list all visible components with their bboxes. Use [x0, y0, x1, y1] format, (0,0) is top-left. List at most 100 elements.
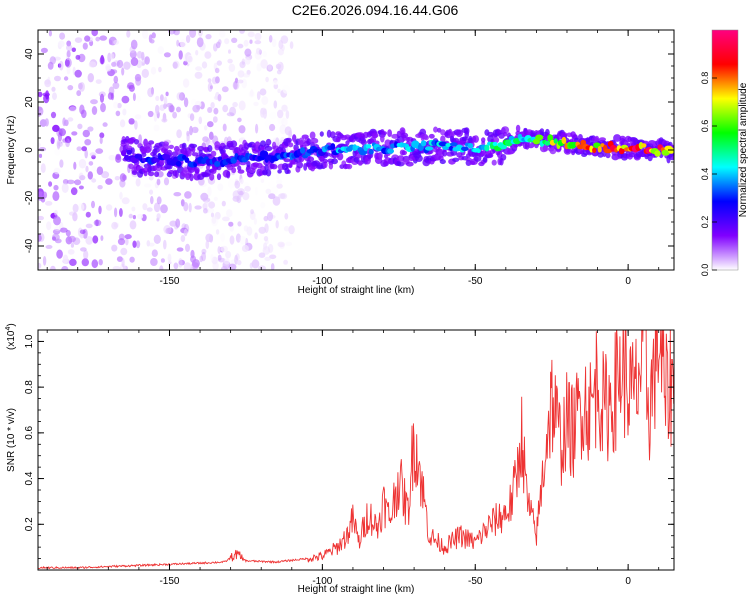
heatmap-cell	[88, 61, 97, 68]
heatmap-cell	[273, 100, 278, 109]
heatmap-cell	[169, 105, 175, 113]
x-tick-label: -50	[468, 576, 483, 587]
heatmap-cell	[237, 165, 242, 171]
heatmap-cell	[153, 124, 160, 132]
heatmap-cell	[153, 148, 161, 153]
heatmap-cell	[276, 172, 280, 180]
heatmap-cell	[208, 201, 216, 209]
heatmap-cell	[310, 137, 319, 144]
heatmap-cell	[279, 124, 287, 135]
colorbar-ticks: 0.0 0.2 0.4 0.6 0.8	[700, 72, 717, 276]
heatmap-cell	[53, 56, 61, 61]
heatmap-cell	[487, 153, 494, 158]
heatmap-cell	[401, 150, 407, 156]
heatmap-cell	[194, 167, 200, 174]
heatmap-cell	[83, 250, 89, 260]
heatmap-cell	[105, 178, 113, 185]
heatmap-cell	[69, 106, 77, 112]
heatmap-cell	[265, 169, 272, 177]
heatmap-cell	[381, 131, 387, 136]
heatmap-cell	[189, 113, 195, 121]
heatmap-cell	[101, 171, 110, 179]
heatmap-cell	[213, 107, 219, 115]
heatmap-cell	[99, 93, 105, 103]
heatmap-cell	[117, 238, 126, 246]
heatmap-cell	[207, 107, 213, 113]
heatmap-cell	[147, 171, 155, 177]
heatmap-cell	[143, 183, 152, 188]
heatmap-cell	[142, 30, 149, 39]
heatmap-cell	[38, 142, 42, 148]
heatmap-cell	[62, 117, 66, 127]
heatmap-cell	[239, 190, 243, 198]
heatmap-cell	[82, 228, 88, 239]
colorbar-frame	[711, 29, 739, 271]
heatmap-cell	[120, 263, 126, 270]
heatmap-cell	[299, 147, 306, 154]
heatmap-cell	[360, 139, 367, 146]
heatmap-cell	[232, 81, 240, 90]
heatmap-cell	[67, 249, 75, 255]
heatmap-cell	[131, 170, 138, 176]
heatmap-cell	[178, 259, 185, 266]
heatmap-cell	[256, 91, 261, 101]
heatmap-cell	[153, 202, 161, 213]
heatmap-cell	[428, 133, 435, 139]
heatmap-cell	[96, 166, 104, 175]
heatmap-cell	[52, 124, 60, 132]
heatmap-cell	[183, 60, 188, 66]
heatmap-cell	[265, 76, 269, 83]
heatmap-cell	[246, 69, 251, 75]
heatmap-cell	[130, 39, 138, 50]
heatmap-cell	[423, 135, 429, 141]
heatmap-cell	[234, 180, 241, 189]
heatmap-cell	[396, 155, 405, 162]
heatmap-cell	[201, 61, 208, 69]
heatmap-cell	[472, 135, 479, 143]
heatmap-cell	[160, 94, 164, 102]
heatmap-cell	[281, 104, 288, 112]
heatmap-cell	[156, 196, 162, 205]
heatmap-cell	[121, 67, 125, 76]
heatmap-cell	[205, 207, 210, 214]
heatmap-cell	[122, 174, 127, 181]
heatmap-cell	[241, 58, 246, 65]
heatmap-cell	[180, 235, 186, 242]
heatmap-cell	[153, 234, 161, 244]
heatmap-cell	[254, 40, 262, 45]
heatmap-cell	[484, 144, 490, 152]
heatmap-cell	[210, 254, 214, 262]
heatmap-cell	[52, 229, 61, 235]
heatmap-cell	[65, 229, 71, 237]
heatmap-cell	[492, 141, 498, 147]
heatmap-cell	[491, 159, 497, 166]
heatmap-cell	[597, 146, 602, 153]
heatmap-cell	[440, 129, 446, 136]
heatmap-cell	[82, 129, 91, 138]
heatmap-cell	[264, 145, 273, 152]
heatmap-cell	[172, 60, 180, 69]
heatmap-cell	[229, 235, 235, 245]
heatmap-cell	[603, 148, 613, 154]
heatmap-cell	[82, 42, 88, 50]
snr-frame	[37, 329, 675, 571]
heatmap-cell	[207, 145, 213, 153]
heatmap-cell	[194, 205, 202, 210]
y-tick-label: -20	[24, 190, 35, 205]
heatmap-cell	[108, 154, 116, 161]
colorbar-tick-label: 0.6	[700, 120, 710, 133]
colorbar-label: Normalized spectral amplitude	[738, 82, 749, 217]
heatmap-cell	[92, 235, 99, 244]
heatmap-cell	[455, 129, 463, 137]
heatmap-cell	[530, 130, 535, 136]
heatmap-cell	[249, 39, 253, 44]
heatmap-cell	[117, 102, 122, 109]
heatmap-cell	[237, 188, 245, 196]
heatmap-cell	[72, 203, 79, 213]
heatmap-cell	[56, 140, 61, 150]
heatmap-cell	[195, 49, 199, 56]
heatmap-cell	[176, 92, 183, 101]
heatmap-cell	[219, 30, 226, 38]
heatmap-cell	[111, 221, 118, 230]
heatmap-cell	[113, 222, 120, 228]
